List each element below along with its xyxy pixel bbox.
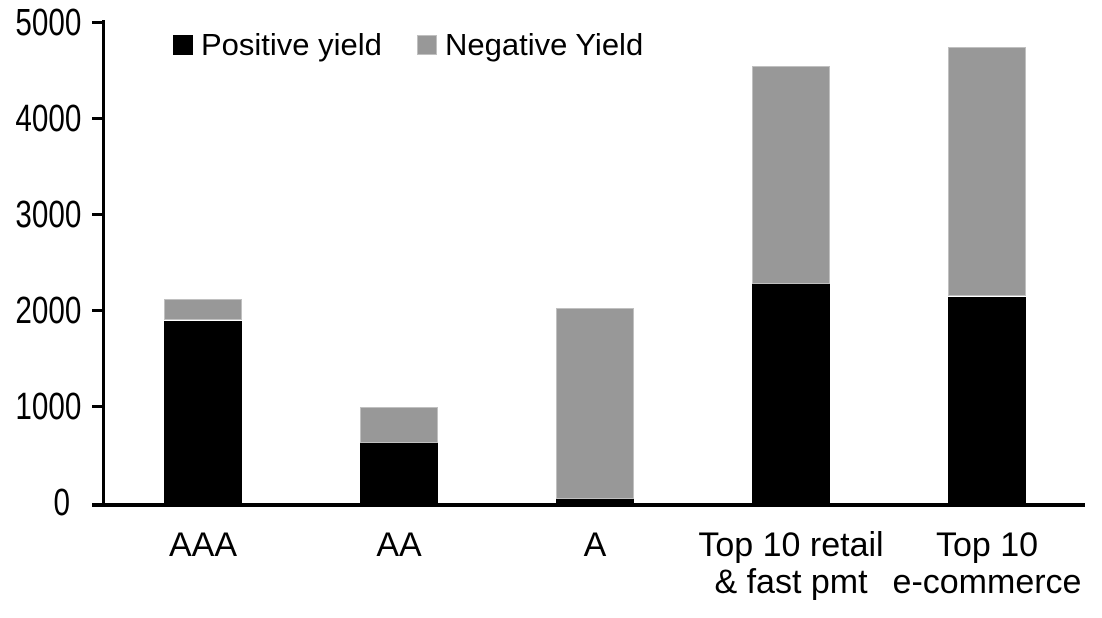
y-axis-line: [102, 20, 105, 507]
y-tick-label: 0: [53, 482, 70, 524]
y-tick-mark: [92, 213, 105, 217]
y-tick-label: 5000: [15, 1, 82, 44]
legend-swatch-icon: [173, 34, 193, 55]
legend-swatch-icon: [417, 34, 437, 55]
bar-segment-positive: [556, 498, 634, 503]
y-tick-mark: [92, 117, 105, 121]
x-axis-label: Top 10 retail & fast pmt: [698, 526, 884, 601]
y-tick-label: 4000: [15, 97, 82, 140]
legend-label: Negative Yield: [445, 27, 644, 62]
bar-segment-negative: [164, 299, 242, 321]
bar-segment-negative: [360, 406, 438, 444]
x-axis-label: A: [583, 526, 607, 564]
bar-segment-positive: [752, 284, 830, 503]
x-axis-label: Top 10 e-commerce: [892, 526, 1082, 601]
bar-segment-negative: [556, 308, 634, 499]
bar-segment-negative: [948, 46, 1026, 297]
bar-segment-negative: [752, 65, 830, 284]
bar-segment-positive: [948, 296, 1026, 503]
legend-item-positive-yield: Positive yield: [173, 29, 382, 60]
y-tick-mark: [92, 405, 105, 409]
y-tick-mark: [92, 21, 105, 25]
bar-segment-positive: [360, 443, 438, 503]
bar-segment-positive: [164, 320, 242, 503]
y-tick-label: 2000: [15, 289, 82, 332]
y-tick-label: 3000: [15, 193, 82, 236]
x-axis-label: AAA: [168, 526, 238, 564]
y-tick-mark: [92, 309, 105, 313]
legend-label: Positive yield: [201, 27, 382, 62]
x-axis-line: [92, 503, 1085, 507]
x-axis-label: AA: [376, 526, 422, 564]
legend-item-negative-yield: Negative Yield: [417, 29, 643, 60]
y-tick-label: 1000: [15, 385, 82, 428]
